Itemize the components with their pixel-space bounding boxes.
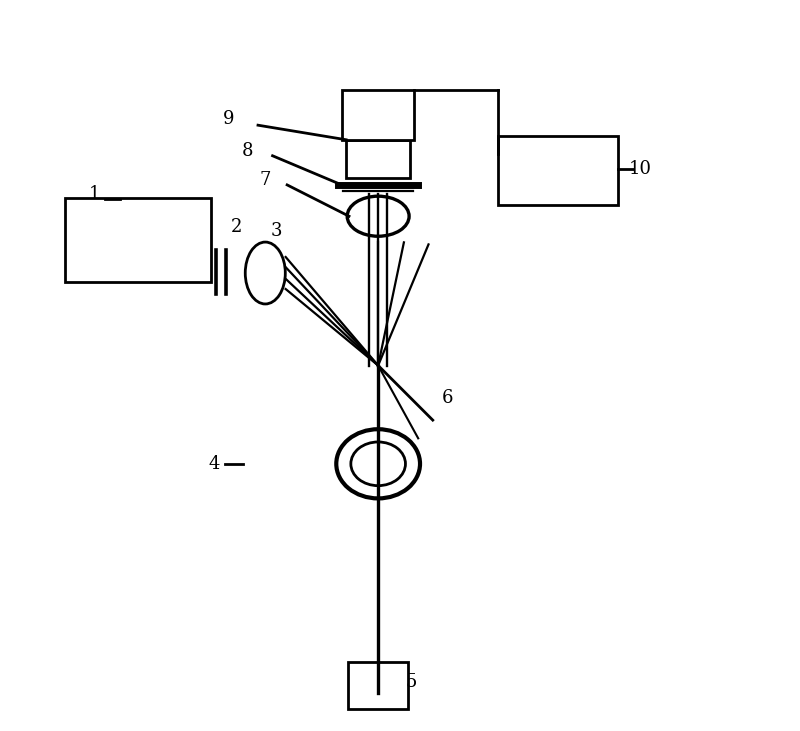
Text: 6: 6 [442, 390, 453, 407]
Ellipse shape [351, 442, 406, 485]
Text: 9: 9 [223, 110, 234, 129]
Bar [348, 662, 408, 709]
Text: 4: 4 [209, 455, 220, 473]
Ellipse shape [347, 196, 409, 236]
Text: 3: 3 [270, 221, 282, 240]
Bar [342, 90, 414, 140]
Text: 7: 7 [259, 171, 271, 189]
Bar [498, 136, 618, 205]
Bar [65, 198, 210, 281]
Text: 1: 1 [88, 186, 100, 203]
Text: 8: 8 [242, 142, 253, 159]
Ellipse shape [246, 242, 286, 304]
Bar [346, 140, 410, 178]
Text: 2: 2 [230, 218, 242, 236]
Text: 5: 5 [406, 673, 417, 692]
Text: 10: 10 [629, 160, 652, 178]
